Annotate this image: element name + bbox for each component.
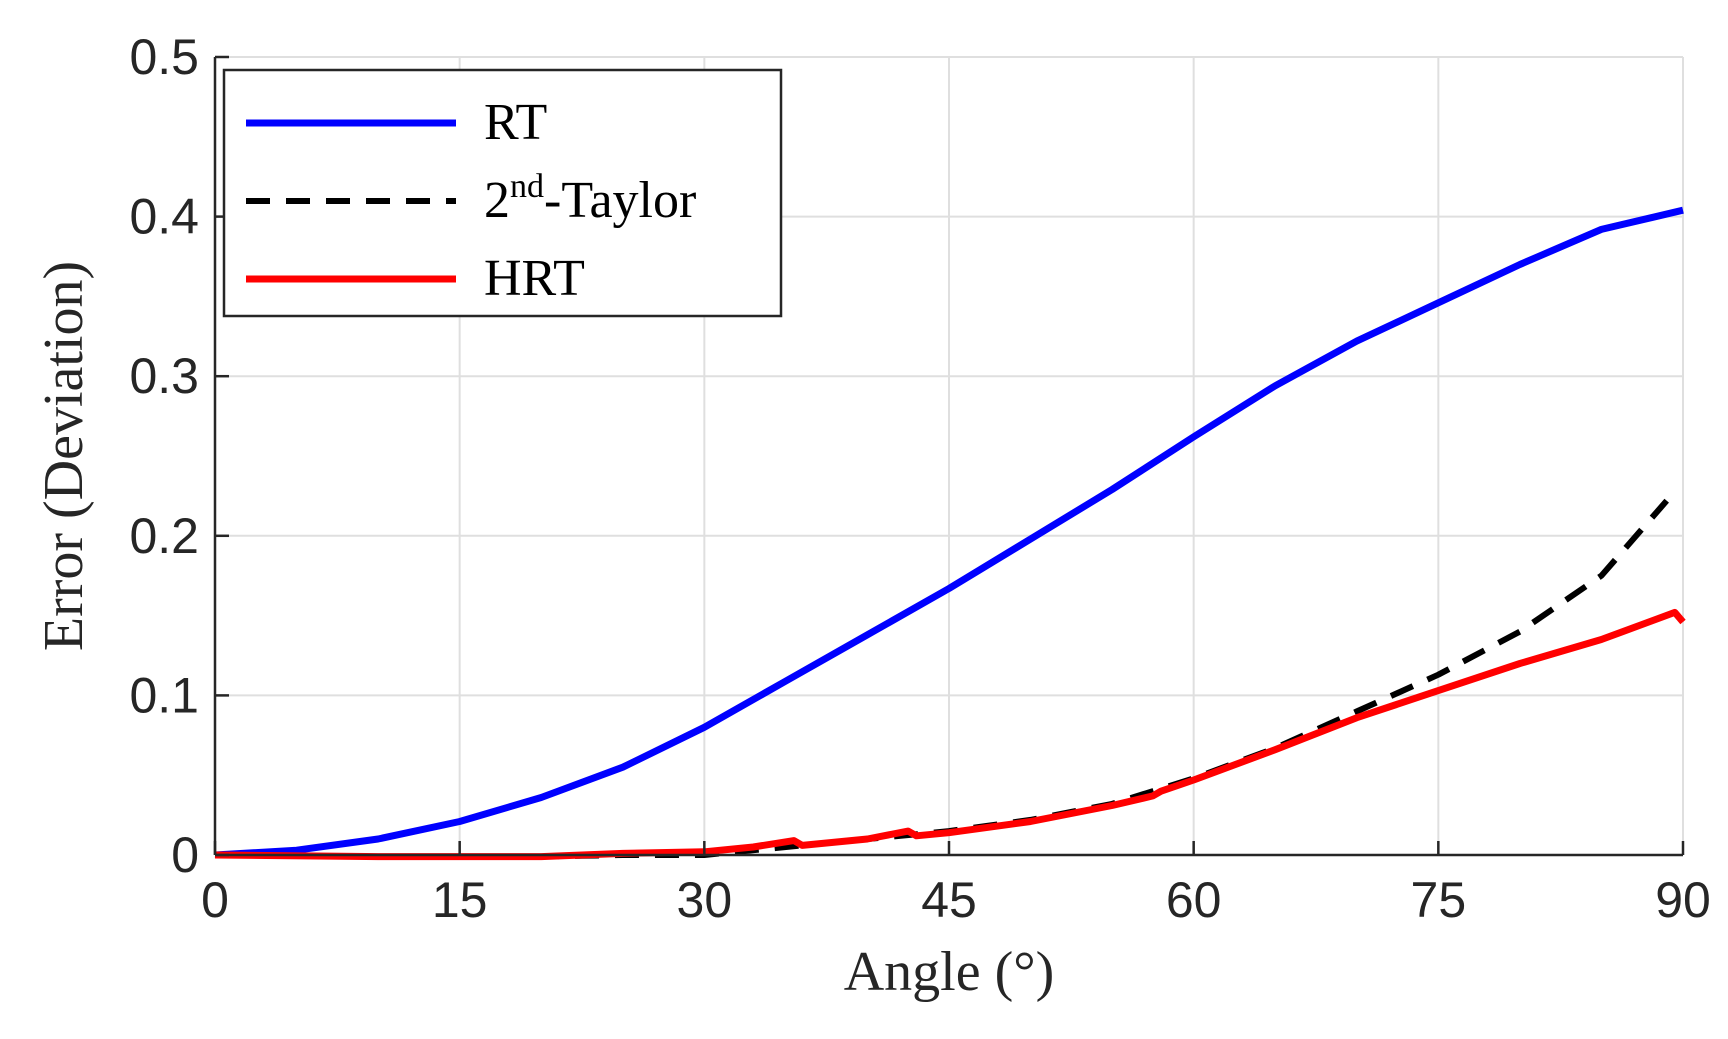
y-tick-label-0: 0 bbox=[171, 827, 199, 883]
y-tick-label-4: 0.4 bbox=[129, 189, 199, 245]
legend-label-suffix-1: -Taylor bbox=[544, 172, 696, 229]
y-tick-label-2: 0.2 bbox=[129, 508, 199, 564]
x-tick-label-1: 15 bbox=[432, 872, 488, 928]
series-line-rt bbox=[214, 206, 1684, 859]
series-line-2nd-taylor bbox=[214, 498, 1669, 860]
legend-label-main-2: HRT bbox=[484, 250, 585, 307]
y-tick-label-3: 0.3 bbox=[129, 348, 199, 404]
legend-label-2: HRT bbox=[484, 250, 585, 307]
x-tick-label-4: 60 bbox=[1166, 872, 1222, 928]
x-tick-label-6: 90 bbox=[1655, 872, 1711, 928]
legend-label-1: 2nd-Taylor bbox=[484, 168, 696, 229]
legend-label-0: RT bbox=[484, 94, 547, 151]
legend-box bbox=[222, 68, 783, 318]
x-axis-title: Angle (°) bbox=[844, 941, 1055, 1003]
x-tick-label-5: 75 bbox=[1411, 872, 1467, 928]
axes bbox=[213, 55, 1685, 857]
legend-label-main-1: 2 bbox=[484, 172, 510, 229]
legend-label-sup-1: nd bbox=[510, 168, 544, 205]
x-tick-label-3: 45 bbox=[921, 872, 977, 928]
legend: RT 2nd-Taylor HRT bbox=[222, 68, 783, 318]
series-line-hrt bbox=[214, 608, 1686, 861]
tick-labels: 0 15 30 45 60 75 90 0 0.1 0.2 0.3 0.4 0.5 bbox=[129, 29, 1710, 928]
x-tick-label-0: 0 bbox=[201, 872, 229, 928]
x-tick-label-2: 30 bbox=[677, 872, 733, 928]
y-tick-label-1: 0.1 bbox=[129, 667, 199, 723]
y-axis-title: Error (Deviation) bbox=[33, 261, 95, 651]
legend-label-main-0: RT bbox=[484, 94, 547, 151]
y-tick-label-5: 0.5 bbox=[129, 29, 199, 85]
